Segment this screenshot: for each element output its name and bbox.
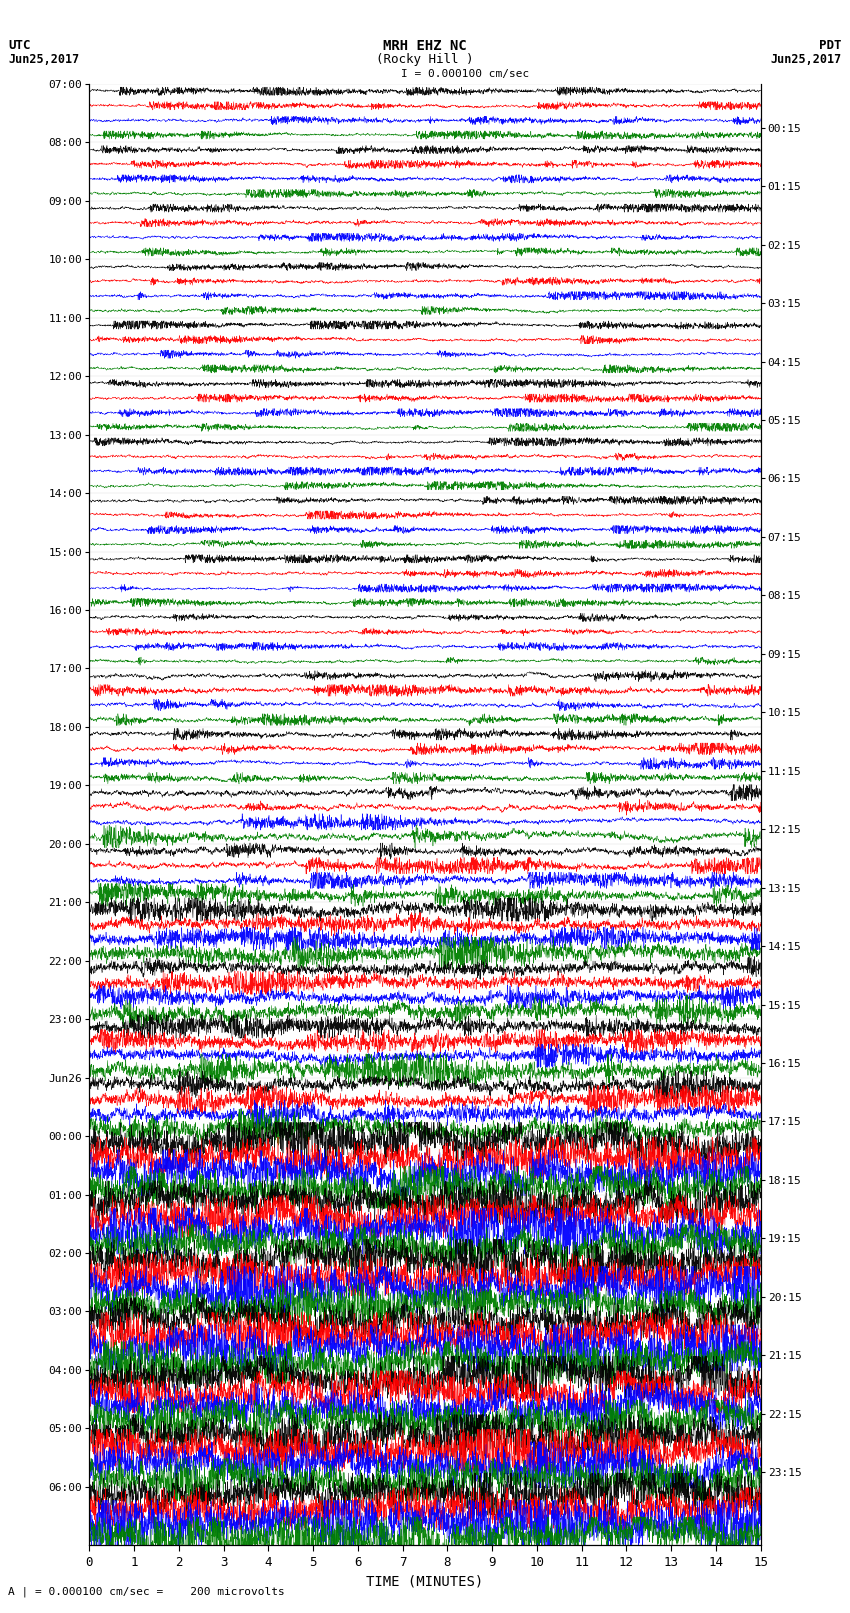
Text: Jun25,2017: Jun25,2017 [770,53,842,66]
Text: PDT: PDT [819,39,842,52]
Text: MRH EHZ NC: MRH EHZ NC [383,39,467,53]
Text: I = 0.000100 cm/sec: I = 0.000100 cm/sec [401,69,530,79]
X-axis label: TIME (MINUTES): TIME (MINUTES) [366,1574,484,1589]
Text: (Rocky Hill ): (Rocky Hill ) [377,53,473,66]
Text: UTC: UTC [8,39,31,52]
Text: Jun25,2017: Jun25,2017 [8,53,80,66]
Text: A | = 0.000100 cm/sec =    200 microvolts: A | = 0.000100 cm/sec = 200 microvolts [8,1586,286,1597]
